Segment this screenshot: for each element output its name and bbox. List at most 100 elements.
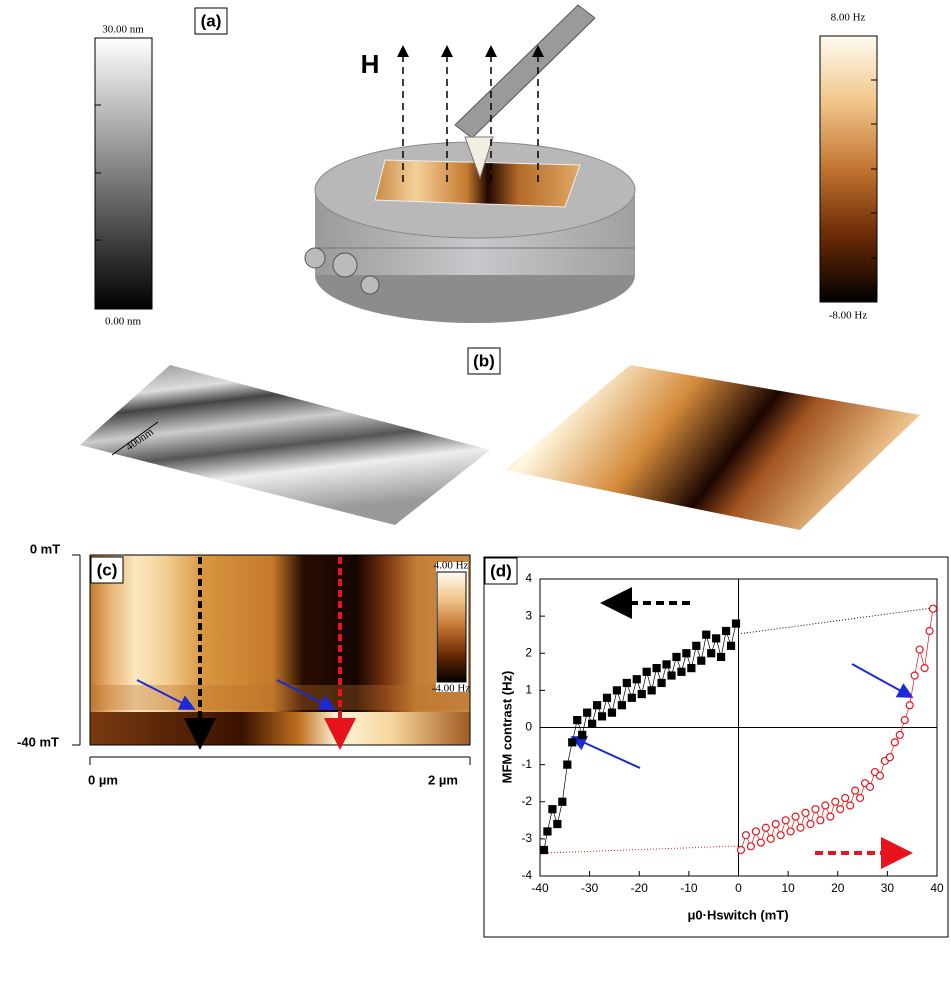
point <box>726 641 736 650</box>
point <box>731 619 741 628</box>
point <box>602 693 612 702</box>
point <box>831 797 840 806</box>
label-box <box>484 557 518 585</box>
point <box>657 678 666 688</box>
series-line <box>543 623 737 851</box>
point <box>875 771 885 780</box>
point <box>717 652 726 662</box>
point <box>836 805 845 814</box>
point <box>721 626 731 636</box>
point <box>607 708 617 717</box>
panel-b: (b) 400nm <box>80 347 920 530</box>
x-tick-label: -30 <box>581 881 599 895</box>
point <box>900 715 909 725</box>
tip <box>464 136 494 180</box>
panel-label: (a) <box>201 11 222 30</box>
switch-arrow <box>276 679 336 710</box>
point <box>677 667 686 676</box>
point <box>821 801 830 810</box>
point <box>816 816 825 825</box>
point <box>890 738 899 747</box>
point <box>928 604 938 613</box>
point <box>632 675 641 684</box>
x-tick-label: 10 <box>781 881 795 895</box>
point <box>781 816 790 825</box>
point <box>801 808 810 817</box>
colorbar-min: 0.00 nm <box>105 316 142 328</box>
point <box>592 701 602 710</box>
y-tick-label: 4 <box>525 571 532 585</box>
colorbar-min: -8.00 Hz <box>829 310 868 322</box>
panel-label: (b) <box>473 351 495 370</box>
point <box>905 701 914 710</box>
point <box>647 686 656 695</box>
point <box>736 845 746 855</box>
y-tick-label: 3 <box>525 608 532 622</box>
panel-frame <box>483 556 949 938</box>
switch-arrow <box>851 663 914 698</box>
colorbar-min: -4.00 Hz <box>432 683 471 695</box>
point <box>776 831 785 840</box>
y-tick-label: -1 <box>521 757 532 771</box>
guide-line <box>544 845 739 854</box>
colorbar-max: 4.00 Hz <box>434 560 469 572</box>
panel-a: 30.00 nm 0.00 nm (a) H 8.00 Hz -8.00 Hz <box>94 4 878 328</box>
panel-c: (c) 4.00 Hz -4.00 Hz 0 mT -40 mT 0 µm 2 … <box>17 541 471 787</box>
point <box>682 649 691 658</box>
point <box>751 827 760 836</box>
point <box>707 649 716 658</box>
point <box>851 786 860 795</box>
x-tick-label: 40 <box>930 881 944 895</box>
point <box>766 834 775 843</box>
field-axis <box>72 554 81 746</box>
point <box>662 660 671 669</box>
point <box>548 805 557 814</box>
y-tick-label: 1 <box>525 683 532 697</box>
x-tick-label: 30 <box>881 881 895 895</box>
point <box>687 663 696 673</box>
point <box>712 634 721 643</box>
point <box>915 645 924 654</box>
point <box>617 701 626 710</box>
field-top: 0 mT <box>30 541 60 556</box>
point <box>568 738 577 747</box>
field-label: H <box>361 49 380 79</box>
point <box>841 793 850 803</box>
point <box>539 845 549 855</box>
switch-strip <box>90 712 470 745</box>
switch-arrow <box>570 735 641 769</box>
point <box>637 689 646 699</box>
point <box>811 805 820 814</box>
switch-arrow <box>136 679 196 710</box>
y-axis-label: MFM contrast (Hz) <box>499 671 514 784</box>
point <box>558 797 567 806</box>
sample-image <box>374 159 581 208</box>
point <box>920 663 929 673</box>
x-tick-label: -10 <box>680 881 698 895</box>
point <box>826 812 835 821</box>
mfm-3d <box>505 365 920 530</box>
point <box>885 753 894 762</box>
point <box>622 678 631 688</box>
point <box>563 760 572 769</box>
point <box>697 656 706 665</box>
point <box>796 823 805 832</box>
x-start: 0 µm <box>88 772 118 787</box>
y-tick-label: 0 <box>525 720 532 734</box>
point <box>553 819 562 829</box>
point <box>672 652 681 662</box>
point <box>846 801 855 810</box>
point <box>597 712 607 721</box>
point <box>627 693 636 702</box>
x-tick-label: 0 <box>735 881 742 895</box>
position-axis <box>89 756 471 765</box>
colorbar <box>436 571 467 683</box>
series-line <box>740 608 934 851</box>
point <box>761 823 770 832</box>
freq-colorbar <box>819 35 878 303</box>
point <box>865 782 875 792</box>
colorbar-ticks <box>95 37 101 310</box>
point <box>667 671 676 680</box>
panel-label: (d) <box>490 561 512 580</box>
y-tick-label: -3 <box>521 831 532 845</box>
